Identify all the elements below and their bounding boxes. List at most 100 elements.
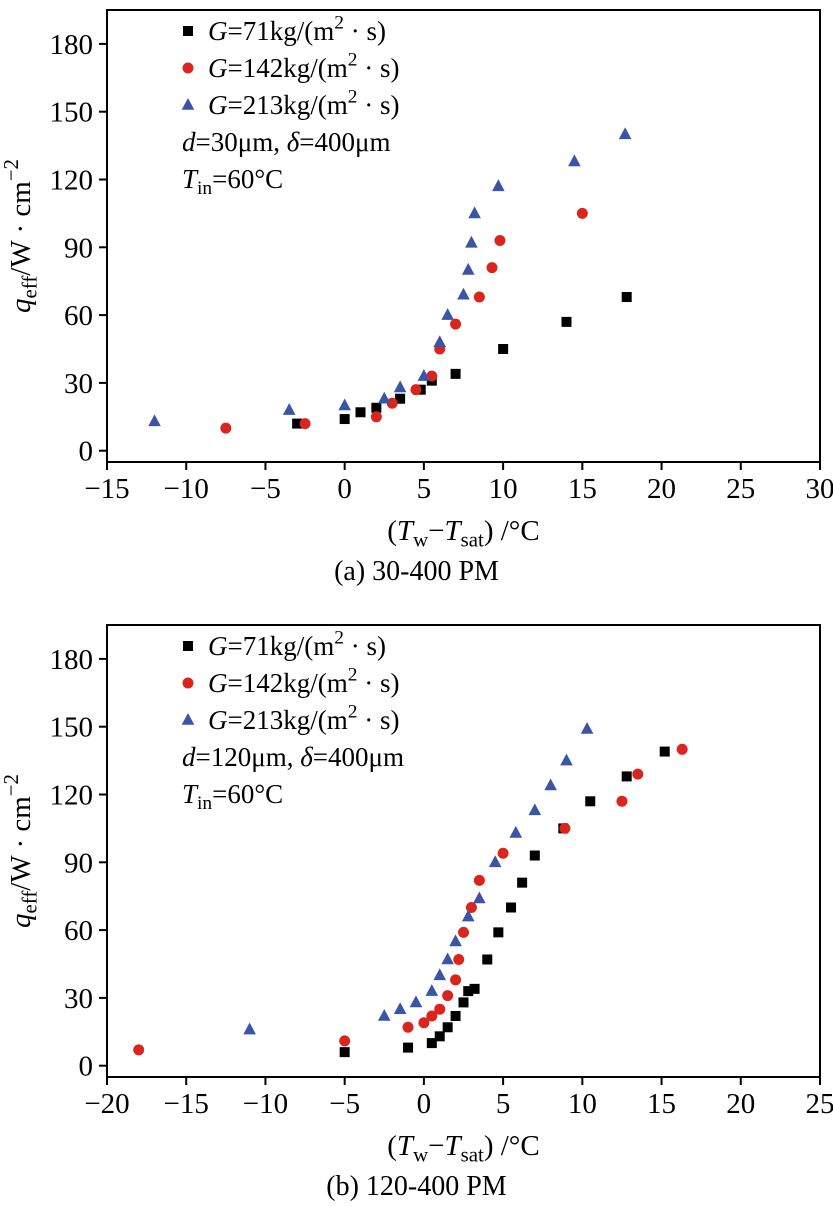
data-point xyxy=(148,414,161,427)
data-point xyxy=(458,997,469,1008)
x-axis: −20 −15 −10 −5 0 5 10 15 20 25 xyxy=(84,1077,833,1120)
data-point xyxy=(393,1002,407,1014)
y-tick-label: 60 xyxy=(64,915,93,947)
x-tick-label: 10 xyxy=(568,1088,597,1120)
legend-marker-triangle xyxy=(181,98,195,110)
data-point xyxy=(632,768,644,780)
data-point xyxy=(559,822,571,834)
data-point xyxy=(486,262,498,274)
data-point xyxy=(441,952,454,965)
data-point xyxy=(418,1017,430,1029)
x-tick-label: 5 xyxy=(496,1088,511,1120)
data-point xyxy=(544,778,557,791)
x-tick-label: −10 xyxy=(243,1088,288,1120)
y-axis: 0 30 60 90 120 150 180 xyxy=(50,644,107,1083)
legend-label-g213: G=213kg/(m2 · s) xyxy=(208,87,399,120)
data-point xyxy=(561,316,572,327)
data-point xyxy=(371,402,382,413)
legend-marker-square xyxy=(183,641,193,651)
series-g142 xyxy=(220,207,588,434)
x-tick-label: 15 xyxy=(647,1088,676,1120)
chart-b-caption: (b) 120-400 PM xyxy=(326,1171,507,1202)
legend-marker-triangle xyxy=(181,713,195,725)
data-point xyxy=(339,1035,351,1047)
data-point xyxy=(433,335,447,348)
plot-frame xyxy=(106,9,821,463)
data-point xyxy=(509,825,523,838)
data-point xyxy=(616,795,628,807)
x-tick-label: −5 xyxy=(250,473,281,505)
y-tick-label: 60 xyxy=(64,300,93,332)
legend-label-g71: G=71kg/(m2 · s) xyxy=(208,13,386,46)
legend: G=71kg/(m2 · s) G=142kg/(m2 · s) G=213kg/(… xyxy=(181,13,399,120)
y-tick-label: 180 xyxy=(50,29,94,61)
y-tick-label: 90 xyxy=(64,232,93,264)
data-point xyxy=(282,403,296,415)
data-point xyxy=(618,127,632,140)
data-point xyxy=(292,418,303,429)
x-tick-label: 25 xyxy=(806,1088,833,1120)
data-point xyxy=(393,380,407,393)
y-tick-label: 0 xyxy=(79,1051,94,1083)
y-tick-label: 180 xyxy=(50,644,94,676)
x-tick-label: 30 xyxy=(806,473,833,505)
y-tick-label: 0 xyxy=(79,436,94,468)
data-point xyxy=(355,407,366,418)
y-tick-label: 30 xyxy=(64,368,93,400)
x-tick-label: −5 xyxy=(329,1088,360,1120)
chart-a-canvas: −15 −10 −5 0 5 10 15 20 25 30 0 30 60 90 120 150 180 (Tw−… xyxy=(0,9,833,551)
data-point xyxy=(299,418,311,430)
x-tick-label: 0 xyxy=(337,473,352,505)
data-point xyxy=(560,753,573,766)
data-point xyxy=(585,796,596,807)
data-point xyxy=(488,855,502,868)
y-tick-label: 120 xyxy=(50,165,94,197)
data-point xyxy=(469,983,480,994)
data-point xyxy=(621,292,632,303)
data-point xyxy=(442,1022,453,1033)
data-point xyxy=(402,1021,414,1033)
data-point xyxy=(339,1047,350,1058)
data-point xyxy=(243,1022,256,1035)
data-point xyxy=(528,803,542,816)
x-tick-label: 20 xyxy=(726,1088,755,1120)
legend-label-g142: G=142kg/(m2 · s) xyxy=(208,50,399,83)
annotation-2: Tin=60°C xyxy=(182,779,283,814)
y-tick-label: 90 xyxy=(64,847,93,879)
series-g213 xyxy=(243,721,594,1035)
data-point xyxy=(506,902,517,913)
data-point xyxy=(492,179,505,192)
series-g213 xyxy=(148,127,632,427)
data-point xyxy=(386,397,398,409)
data-point xyxy=(465,902,477,913)
legend-label-g142: G=142kg/(m2 · s) xyxy=(208,665,399,698)
data-point xyxy=(621,771,632,782)
data-point xyxy=(482,954,493,965)
data-point xyxy=(465,235,478,248)
chart-a: −15 −10 −5 0 5 10 15 20 25 30 0 30 60 90 120 150 180 (Tw−… xyxy=(0,0,833,589)
chart-b: −20 −15 −10 −5 0 5 10 15 20 25 0 30 60 90 120 150 180 (Tw… xyxy=(0,615,833,1204)
data-point xyxy=(450,318,462,330)
series-g71 xyxy=(339,746,670,1058)
data-point xyxy=(409,995,423,1008)
legend-marker-circle xyxy=(182,62,194,74)
x-tick-label: −15 xyxy=(84,473,129,505)
x-tick-label: −10 xyxy=(164,473,209,505)
data-point xyxy=(425,984,439,996)
data-point xyxy=(463,986,474,997)
data-point xyxy=(450,974,462,986)
data-point xyxy=(517,877,528,888)
data-point xyxy=(370,411,382,423)
data-point xyxy=(473,874,485,886)
x-axis-title: (Tw−Tsat) /°C xyxy=(387,1130,540,1163)
legend-marker-square xyxy=(183,26,193,36)
x-tick-label: 15 xyxy=(568,473,597,505)
data-point xyxy=(580,721,594,734)
legend-label-g71: G=71kg/(m2 · s) xyxy=(208,628,386,661)
legend: G=71kg/(m2 · s) G=142kg/(m2 · s) G=213kg/(… xyxy=(181,628,399,735)
x-axis: −15 −10 −5 0 5 10 15 20 25 30 xyxy=(84,462,833,505)
y-axis: 0 30 60 90 120 150 180 xyxy=(50,29,107,468)
data-point xyxy=(576,207,588,219)
data-point xyxy=(676,743,688,755)
x-tick-label: 25 xyxy=(726,473,755,505)
